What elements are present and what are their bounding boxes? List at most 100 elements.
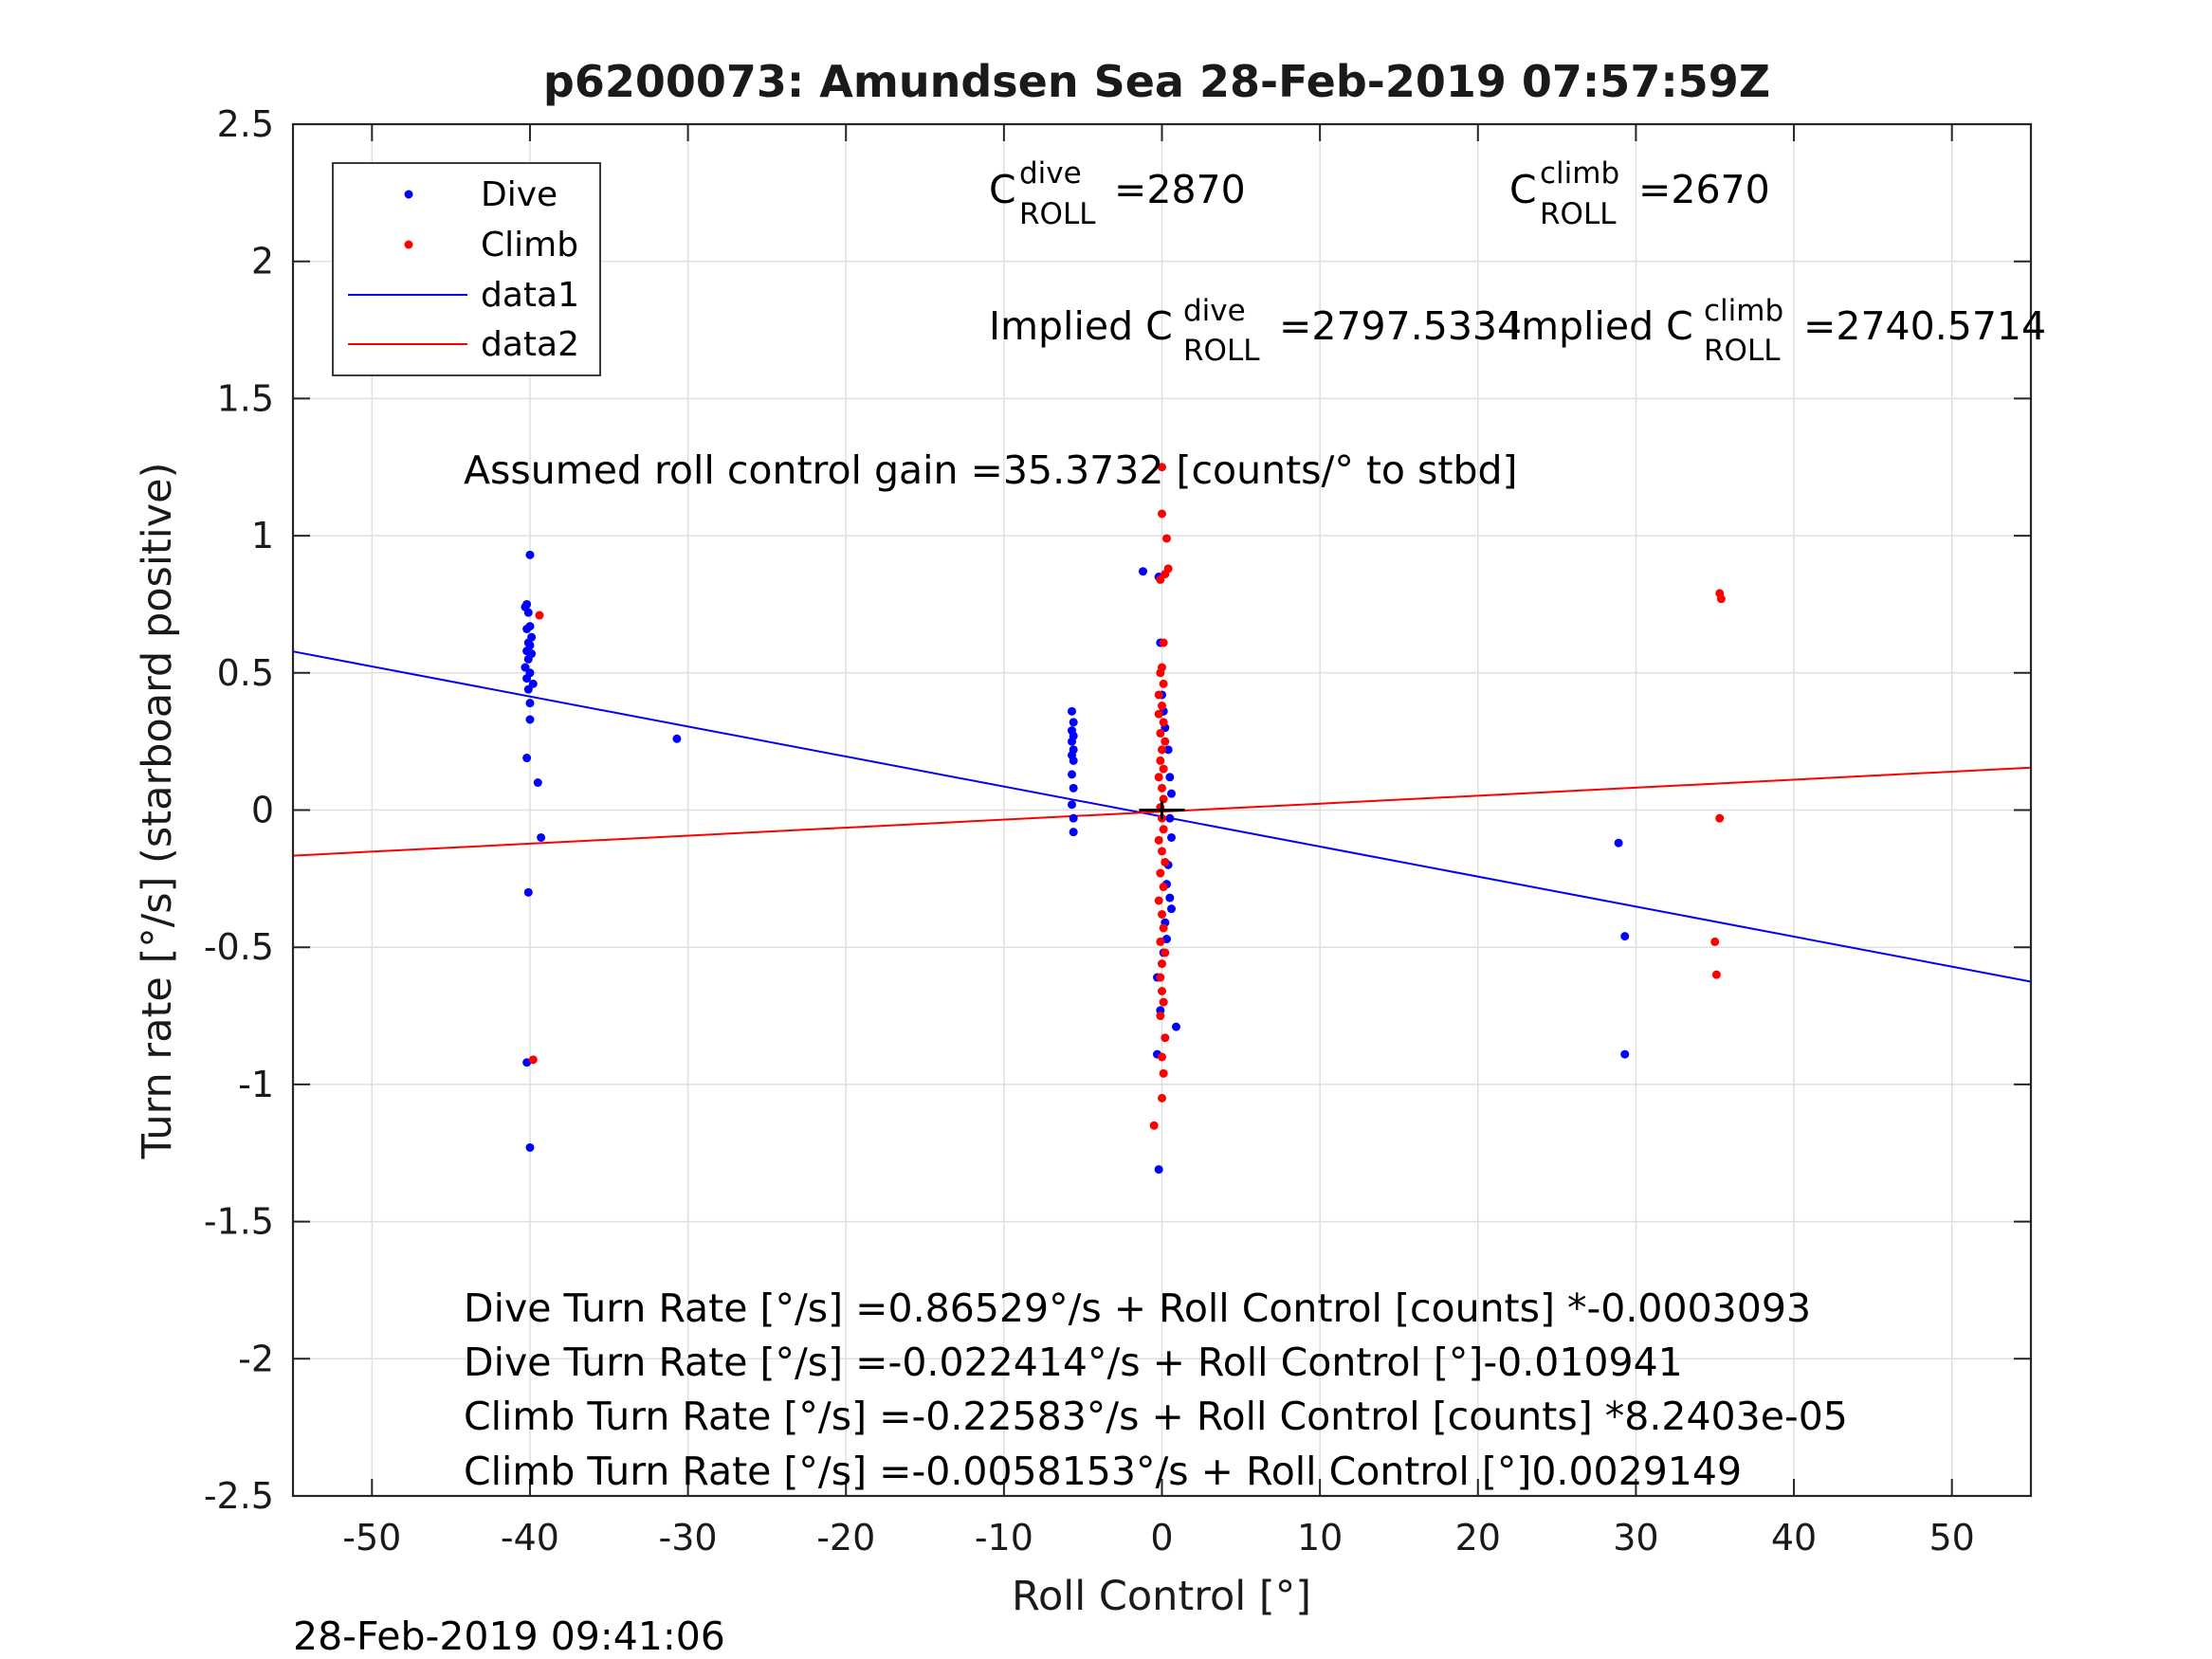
climb-point xyxy=(535,611,544,620)
dive-point xyxy=(523,608,533,617)
legend-climb-marker xyxy=(404,240,413,249)
climb-point xyxy=(1161,948,1170,957)
climb-point xyxy=(1710,937,1720,946)
zero-marker xyxy=(1139,800,1185,820)
dive-point xyxy=(1069,783,1078,793)
climb-point xyxy=(1154,709,1163,719)
climb-point xyxy=(1158,745,1166,755)
climb-point xyxy=(1158,1093,1166,1103)
dive-point xyxy=(537,832,546,842)
climb-point xyxy=(1159,679,1168,688)
climb-point xyxy=(1159,825,1168,834)
dive-point xyxy=(672,734,682,743)
climb-point xyxy=(1715,813,1725,823)
x-tick-label: 30 xyxy=(1613,1517,1658,1559)
climb-point xyxy=(1156,973,1165,982)
c-roll-dive-value: =2870 xyxy=(1114,167,1246,212)
climb-point xyxy=(1159,638,1168,647)
climb-point xyxy=(1154,690,1163,700)
implied-c-roll-climb-annotation: Implied C climb ROLL =2740.5714 xyxy=(1509,284,2046,370)
climb-point xyxy=(1159,764,1168,774)
climb-point xyxy=(1711,970,1721,979)
c-roll-climb-sup: climb xyxy=(1540,156,1619,191)
x-tick-label: 10 xyxy=(1297,1517,1343,1559)
x-tick-label: -20 xyxy=(816,1517,875,1559)
dive-point xyxy=(1069,813,1078,823)
legend-climb-label: Climb xyxy=(481,226,578,264)
climb-point xyxy=(1159,718,1168,727)
fit-equation-climb-counts: Climb Turn Rate [°/s] =-0.22583°/s + Rol… xyxy=(464,1394,1848,1439)
climb-point xyxy=(528,1055,538,1065)
c-roll-dive-sub: ROLL xyxy=(1019,197,1096,231)
dive-point xyxy=(1166,904,1176,914)
climb-point xyxy=(1156,668,1165,678)
dive-point xyxy=(522,754,532,763)
y-tick-label: -0.5 xyxy=(204,926,274,968)
dive-point xyxy=(1620,932,1630,941)
implied-climb-value: =2740.5714 xyxy=(1803,303,2046,349)
climb-point xyxy=(1159,923,1168,933)
legend-dive-label: Dive xyxy=(481,175,558,214)
assumed-gain-annotation: Assumed roll control gain =35.3732 [coun… xyxy=(464,447,1518,493)
climb-point xyxy=(1154,835,1163,845)
y-tick-label: -2.5 xyxy=(204,1475,274,1517)
c-roll-dive-base: C xyxy=(989,167,1016,212)
climb-point xyxy=(1158,1052,1166,1062)
climb-point xyxy=(1159,997,1168,1007)
dive-point xyxy=(1620,1049,1630,1059)
implied-climb-sup: climb xyxy=(1704,294,1783,328)
climb-point xyxy=(1156,1012,1165,1021)
climb-point xyxy=(1158,959,1166,969)
axis-ticks xyxy=(293,123,2031,1497)
climb-point xyxy=(1161,857,1170,866)
climb-point xyxy=(1154,773,1163,782)
climb-point xyxy=(1161,534,1171,543)
x-tick-label: 50 xyxy=(1929,1517,1975,1559)
legend: Dive Climb data1 data2 xyxy=(332,162,601,376)
dive-point xyxy=(1139,567,1148,576)
y-tick-label: 1 xyxy=(251,515,274,556)
dive-point xyxy=(1068,737,1077,746)
climb-point xyxy=(1158,987,1166,996)
dive-point xyxy=(522,674,532,684)
climb-point xyxy=(1156,728,1165,738)
y-tick-label: -1.5 xyxy=(204,1201,274,1243)
axis-tick-labels: -50 -40 -30 -20 -10 0 10 20 30 40 50-2.5-2-1.5-1-0… xyxy=(204,103,1975,1559)
dive-point xyxy=(533,778,542,788)
climb-point xyxy=(1159,1068,1168,1078)
dive-point xyxy=(1069,828,1078,837)
x-tick-label: -10 xyxy=(975,1517,1033,1559)
climb-point xyxy=(1158,909,1166,919)
c-roll-climb-sub: ROLL xyxy=(1540,197,1617,231)
c-roll-dive-sup: dive xyxy=(1019,156,1082,191)
dive-point xyxy=(1166,789,1176,798)
implied-dive-value: =2797.5334 xyxy=(1279,303,1522,349)
c-roll-dive-annotation: C dive ROLL =2870 xyxy=(989,147,1246,233)
dive-point xyxy=(1068,800,1077,810)
implied-dive-sub: ROLL xyxy=(1183,334,1260,368)
generated-timestamp: 28-Feb-2019 09:41:06 xyxy=(293,1613,725,1659)
fit-equation-climb-degrees: Climb Turn Rate [°/s] =-0.0058153°/s + R… xyxy=(464,1449,1742,1494)
climb-point xyxy=(1156,937,1165,946)
legend-data1-label: data1 xyxy=(481,276,579,315)
climb-point xyxy=(1149,1121,1159,1130)
climb-point xyxy=(1158,463,1166,472)
y-tick-label: 2.5 xyxy=(217,103,274,145)
x-axis-label: Roll Control [°] xyxy=(1012,1573,1311,1620)
climb-point xyxy=(1156,868,1165,878)
dive-point xyxy=(1163,745,1173,755)
dive-point xyxy=(1614,838,1623,848)
y-axis-label: Turn rate [°/s] (starboard positive) xyxy=(134,463,181,1160)
x-tick-label: 0 xyxy=(1150,1517,1173,1559)
x-tick-label: 40 xyxy=(1771,1517,1817,1559)
c-roll-climb-annotation: C climb ROLL =2670 xyxy=(1509,147,1770,233)
dive-point xyxy=(1154,1165,1163,1175)
climb-point xyxy=(1158,509,1166,519)
dive-point xyxy=(522,624,532,633)
climb-point xyxy=(1159,883,1168,892)
dive-point xyxy=(525,715,535,724)
legend-data2-label: data2 xyxy=(481,325,579,364)
x-tick-label: -30 xyxy=(659,1517,718,1559)
dive-point xyxy=(1166,832,1176,842)
